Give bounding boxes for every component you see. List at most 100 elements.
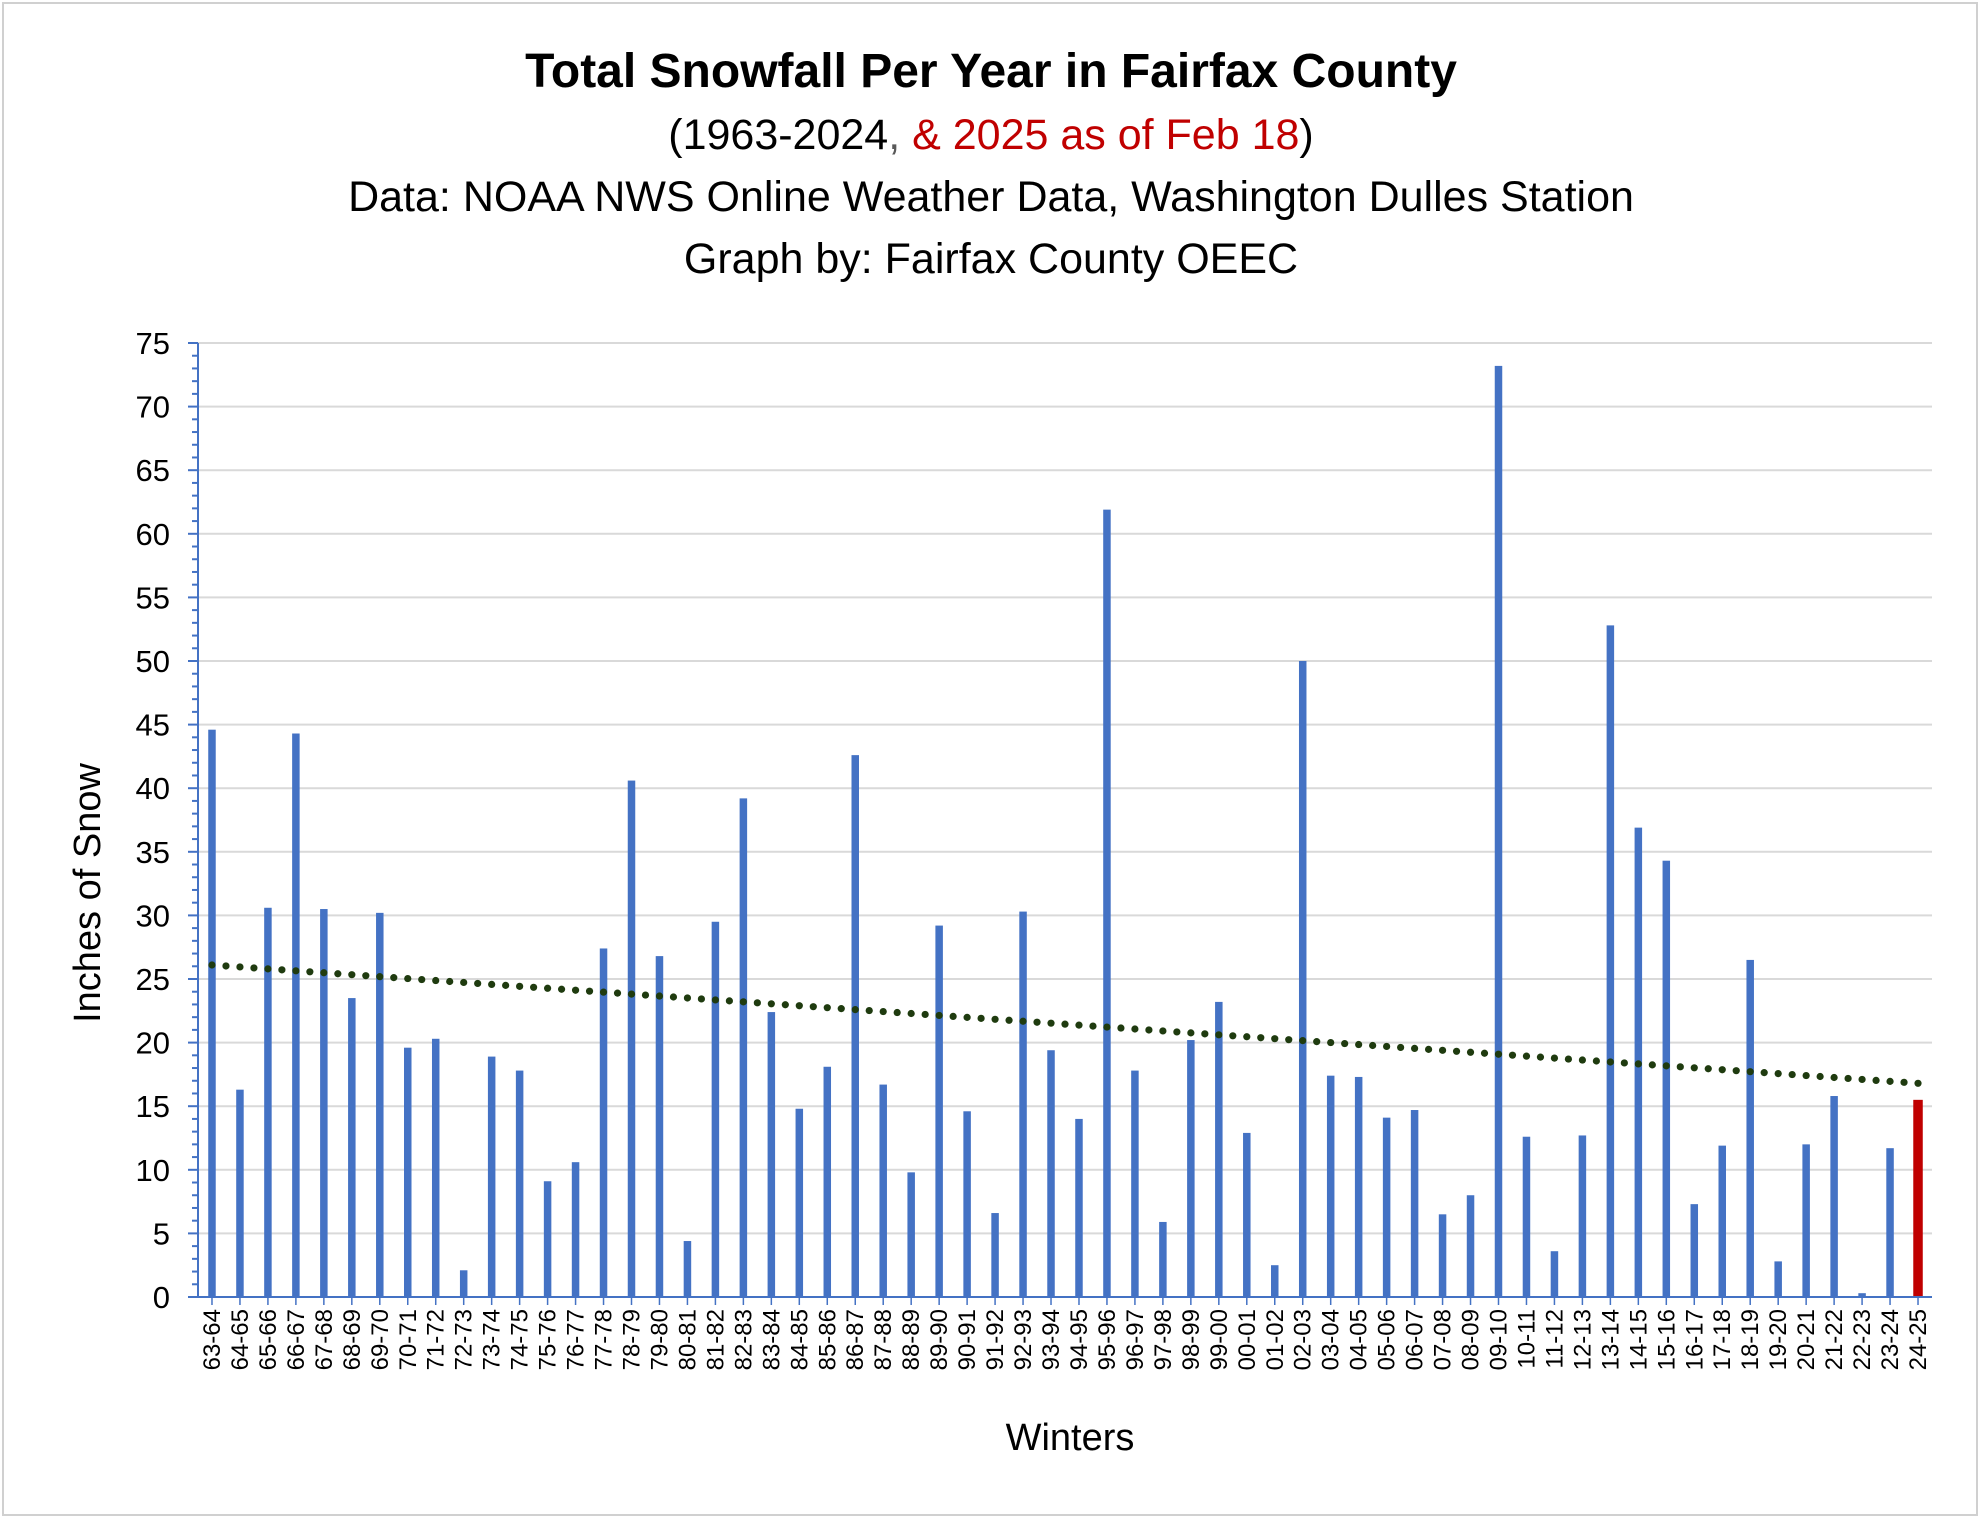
gridlines	[198, 342, 1932, 1235]
bar-64-65	[236, 1089, 244, 1297]
trend-dot	[1578, 1056, 1587, 1064]
bar-84-85	[795, 1108, 804, 1297]
y-axis-title: Inches of Snow	[67, 763, 109, 1023]
trend-dot	[1117, 1024, 1125, 1032]
x-tick-label: 70-71	[395, 1309, 422, 1370]
trend-dot	[236, 963, 244, 971]
trend-dot	[1145, 1026, 1153, 1034]
trend-dot	[292, 967, 300, 975]
trend-dot	[795, 1002, 803, 1010]
trend-dot	[1550, 1054, 1559, 1062]
bar-11-12	[1550, 1251, 1559, 1297]
x-tick-label: 77-78	[591, 1309, 618, 1370]
trend-dot	[1313, 1038, 1321, 1046]
y-tick-label: 55	[136, 580, 170, 615]
trend-dot	[599, 988, 608, 996]
bar-18-19	[1746, 959, 1754, 1297]
x-tick-label: 83-84	[758, 1309, 785, 1370]
trend-dot	[530, 983, 538, 991]
trend-dot	[1438, 1046, 1447, 1054]
bar-16-17	[1690, 1204, 1699, 1297]
x-tick-label: 91-92	[982, 1309, 1009, 1370]
trend-dot	[655, 992, 664, 1000]
trend-dot	[1648, 1061, 1656, 1069]
x-tick-label: 16-17	[1681, 1309, 1708, 1370]
trend-dot	[879, 1007, 887, 1016]
bar-81-82	[711, 921, 720, 1297]
x-tick-label: 76-77	[563, 1309, 590, 1370]
bar-87-88	[879, 1084, 887, 1297]
bar-07-08	[1438, 1214, 1447, 1297]
trend-dot	[1676, 1063, 1684, 1071]
x-tick-label: 04-05	[1346, 1309, 1373, 1370]
trend-dot	[418, 975, 426, 984]
x-tick-label: 17-18	[1709, 1309, 1736, 1370]
bar-03-04	[1326, 1075, 1335, 1297]
bar-09-10	[1494, 365, 1503, 1297]
bar-24-25	[1913, 1099, 1923, 1297]
trend-dot	[1075, 1021, 1083, 1029]
trend-dot	[823, 1004, 831, 1012]
trend-dot	[1131, 1025, 1139, 1033]
trend-dot	[1480, 1049, 1489, 1057]
trend-dot	[264, 965, 272, 973]
x-tick-label: 97-98	[1150, 1309, 1177, 1370]
trend-dot	[865, 1006, 873, 1015]
trend-dot	[1215, 1031, 1223, 1039]
trend-dot	[446, 977, 454, 986]
bar-96-97	[1131, 1070, 1139, 1297]
x-tick-label: 11-12	[1541, 1309, 1568, 1369]
x-tick-label: 93-94	[1038, 1309, 1065, 1370]
bar-78-79	[627, 780, 636, 1297]
x-tick-label: 65-66	[255, 1309, 282, 1370]
x-tick-label: 72-73	[451, 1309, 478, 1370]
chart-title: Total Snowfall Per Year in Fairfax Count…	[525, 45, 1457, 98]
trend-dot	[390, 974, 398, 982]
x-tick-label: 00-01	[1234, 1309, 1261, 1370]
y-axis	[188, 342, 1932, 1305]
x-tick-label: 08-09	[1458, 1309, 1485, 1370]
x-tick-label: 86-87	[842, 1309, 869, 1370]
x-tick-label: 15-16	[1653, 1309, 1680, 1370]
trend-dot	[669, 993, 678, 1001]
trend-dot	[1914, 1079, 1922, 1087]
y-tick-label: 35	[136, 835, 170, 870]
y-tick-label: 40	[136, 771, 170, 806]
trend-dot	[1341, 1039, 1349, 1048]
trend-dot	[1774, 1070, 1782, 1078]
y-tick-label: 15	[136, 1089, 170, 1124]
x-tick-label: 14-15	[1625, 1309, 1652, 1370]
trend-dot	[1830, 1073, 1838, 1082]
trend-dot	[1327, 1038, 1335, 1047]
trend-dot	[893, 1008, 901, 1017]
bar-66-67	[292, 733, 300, 1297]
x-tick-label: 94-95	[1066, 1309, 1093, 1370]
trend-dot	[1410, 1044, 1419, 1052]
trend-dot	[1452, 1047, 1461, 1055]
bar-76-77	[571, 1162, 580, 1297]
bar-79-80	[655, 956, 664, 1297]
trend-dot	[543, 984, 552, 992]
trend-dot	[516, 982, 524, 990]
bar-82-83	[739, 798, 748, 1297]
subtitle-close: )	[1299, 111, 1314, 159]
bar-97-98	[1159, 1221, 1167, 1297]
y-tick-label: 60	[136, 517, 170, 552]
trend-dot	[432, 976, 440, 985]
bar-01-02	[1271, 1265, 1279, 1297]
x-tick-label: 64-65	[227, 1309, 254, 1370]
bar-05-06	[1382, 1117, 1391, 1297]
trend-dot	[1732, 1067, 1740, 1075]
trend-dot	[1508, 1051, 1517, 1059]
x-tick-label: 98-99	[1178, 1309, 1205, 1370]
chart-source: Data: NOAA NWS Online Weather Data, Wash…	[348, 173, 1634, 221]
x-tick-label: 23-24	[1877, 1309, 1904, 1370]
x-tick-label: 03-04	[1318, 1309, 1345, 1370]
bar-71-72	[431, 1038, 440, 1297]
bar-98-99	[1187, 1040, 1195, 1297]
trend-dot	[1662, 1062, 1670, 1070]
trend-dot	[1816, 1072, 1824, 1081]
x-tick-label: 02-03	[1290, 1309, 1317, 1370]
x-axis-title: Winters	[1006, 1417, 1135, 1459]
